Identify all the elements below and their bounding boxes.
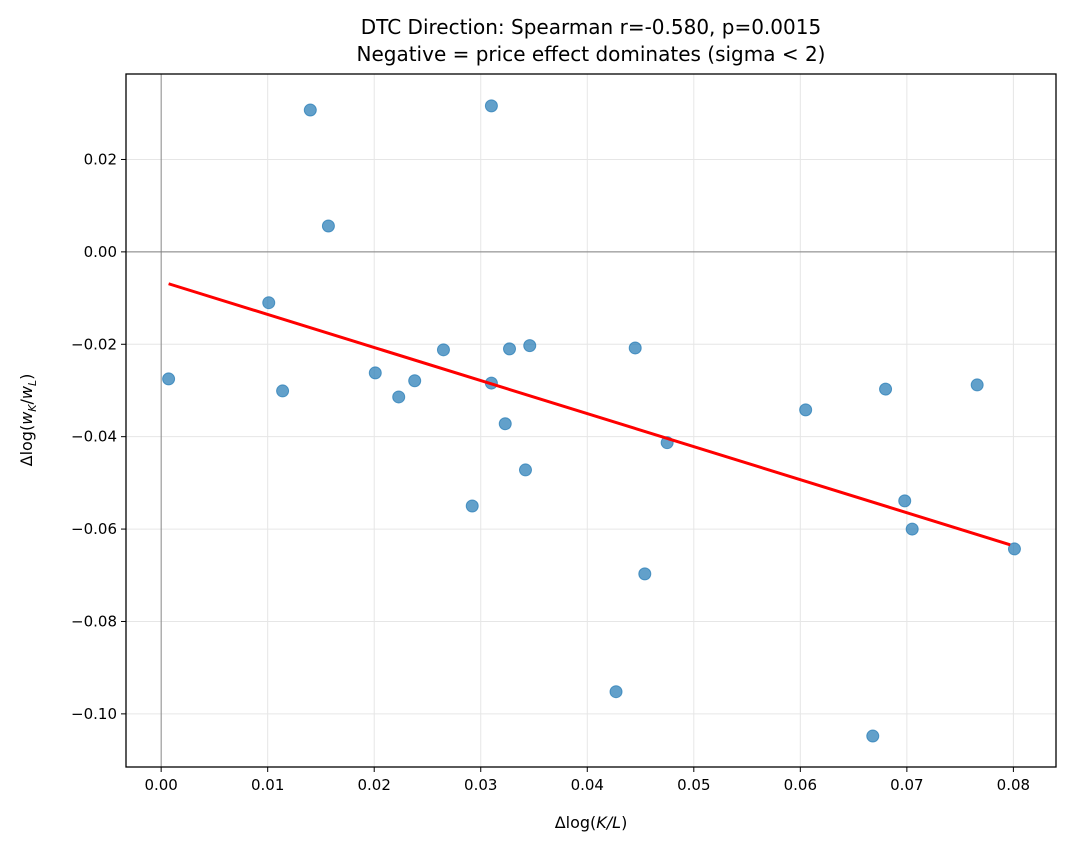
scatter-point [303,103,317,117]
x-tick-label: 0.00 [144,776,177,794]
scatter-point [465,499,479,513]
scatter-point [970,378,984,392]
x-axis-label: Δlog(K/L) [555,813,628,832]
scatter-point [523,339,537,353]
x-tick-label: 0.01 [251,776,284,794]
scatter-point [518,463,532,477]
y-tick-label: −0.06 [71,520,117,538]
y-tick-label: 0.02 [84,150,117,168]
scatter-point [436,343,450,357]
scatter-point [162,372,176,386]
scatter-point [262,296,276,310]
y-tick-label: −0.02 [71,335,117,353]
y-tick-label: −0.04 [71,428,117,446]
trend-line-group [168,282,1011,547]
scatter-point [408,374,422,388]
x-tick-label: 0.03 [464,776,497,794]
axis-ticks: 0.00 0.01 0.02 0.03 0.04 0.05 0.06 0.07 0.08 0.02… [71,150,1030,794]
scatter-point [628,341,642,355]
scatter-point [392,390,406,404]
x-tick-label: 0.05 [677,776,710,794]
scatter-point [503,342,517,356]
scatter-point [1007,542,1021,556]
scatter-point [276,384,290,398]
y-tick-label: −0.08 [71,612,117,630]
scatter-point [638,567,652,581]
scatter-points [162,99,1021,743]
scatter-point [879,382,893,396]
reference-lines [126,74,1056,767]
scatter-point [484,99,498,113]
scatter-point [321,219,335,233]
x-tick-label: 0.07 [890,776,923,794]
x-tick-label: 0.02 [358,776,391,794]
y-axis-label: Δlog(wK/wL) [17,374,39,467]
chart-title-line-1: DTC Direction: Spearman r=-0.580, p=0.00… [361,15,821,39]
y-tick-label: 0.00 [84,243,117,261]
scatter-point [866,729,880,743]
scatter-point [368,366,382,380]
grid [126,74,1056,767]
scatter-point [799,403,813,417]
scatter-point [609,685,623,699]
x-tick-label: 0.08 [997,776,1030,794]
y-tick-label: −0.10 [71,705,117,723]
scatter-point [905,522,919,536]
plot-frame [125,73,1057,768]
chart-title-line-2: Negative = price effect dominates (sigma… [357,42,826,66]
x-tick-label: 0.06 [784,776,817,794]
scatter-point [898,494,912,508]
scatter-point [498,417,512,431]
trend-line [168,282,1011,547]
x-tick-label: 0.04 [571,776,604,794]
